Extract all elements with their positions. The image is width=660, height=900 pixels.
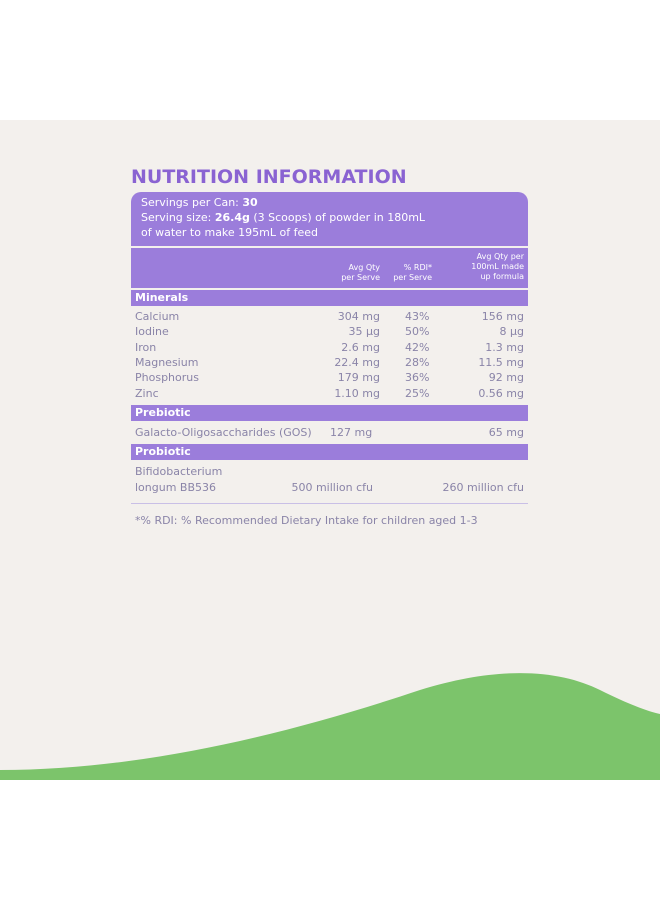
section-bar [131,444,528,460]
section-name: Probiotic [135,445,191,458]
per-100ml: 0.56 mg [478,387,524,400]
nutrient: Magnesium [135,356,199,369]
per-serve: 22.4 mg [334,356,380,369]
rdi: 28% [405,356,430,369]
per-serve: 500 million cfu [291,481,373,494]
serving-size: of water to make 195mL of feed [141,226,318,239]
wave [0,673,660,780]
divider [131,503,528,504]
column-header: Avg Qty [348,263,380,272]
per-100ml: 92 mg [488,371,524,384]
column-header: up formula [480,272,524,281]
per-serve: 1.10 mg [334,387,380,400]
nutrient: Bifidobacterium [135,465,223,478]
servings: Servings per Can: 30 [141,196,258,209]
rdi: 36% [405,371,430,384]
nutrient: Zinc [135,387,159,400]
rdi: 50% [405,325,430,338]
per-serve: 127 mg [330,426,373,439]
title: NUTRITION INFORMATION [131,166,407,188]
column-header: per Serve [393,273,432,282]
section-name: Minerals [135,291,189,304]
nutrient: Phosphorus [135,371,199,384]
rdi: 42% [405,341,430,354]
column-header: 100mL made [471,262,524,271]
nutrient: Calcium [135,310,180,323]
per-serve: 304 mg [337,310,380,323]
per-100ml: 156 mg [481,310,524,323]
per-serve: 35 µg [348,325,380,338]
nutrient: Iron [135,341,157,354]
column-header: Avg Qty per [476,252,524,261]
per-serve: 179 mg [337,371,380,384]
per-100ml: 8 µg [499,325,524,338]
per-100ml: 11.5 mg [478,356,524,369]
header-row [131,248,528,288]
nutrient: Iodine [135,325,169,338]
per-100ml: 260 million cfu [442,481,524,494]
nutrient: Galacto-Oligosaccharides (GOS) [135,426,312,439]
footnote: *% RDI: % Recommended Dietary Intake for… [135,514,478,527]
column-header: % RDI* [403,263,432,272]
rdi: 25% [405,387,430,400]
section-name: Prebiotic [135,406,191,419]
section-bar [131,290,528,306]
serving-box [131,192,528,246]
per-serve: 2.6 mg [341,341,380,354]
column-header: per Serve [341,273,380,282]
rdi: 43% [405,310,430,323]
nutrient: longum BB536 [135,481,217,494]
section-bar [131,405,528,421]
serving-size: Serving size: 26.4g (3 Scoops) of powder… [141,211,426,224]
per-100ml: 65 mg [488,426,524,439]
per-100ml: 1.3 mg [485,341,524,354]
